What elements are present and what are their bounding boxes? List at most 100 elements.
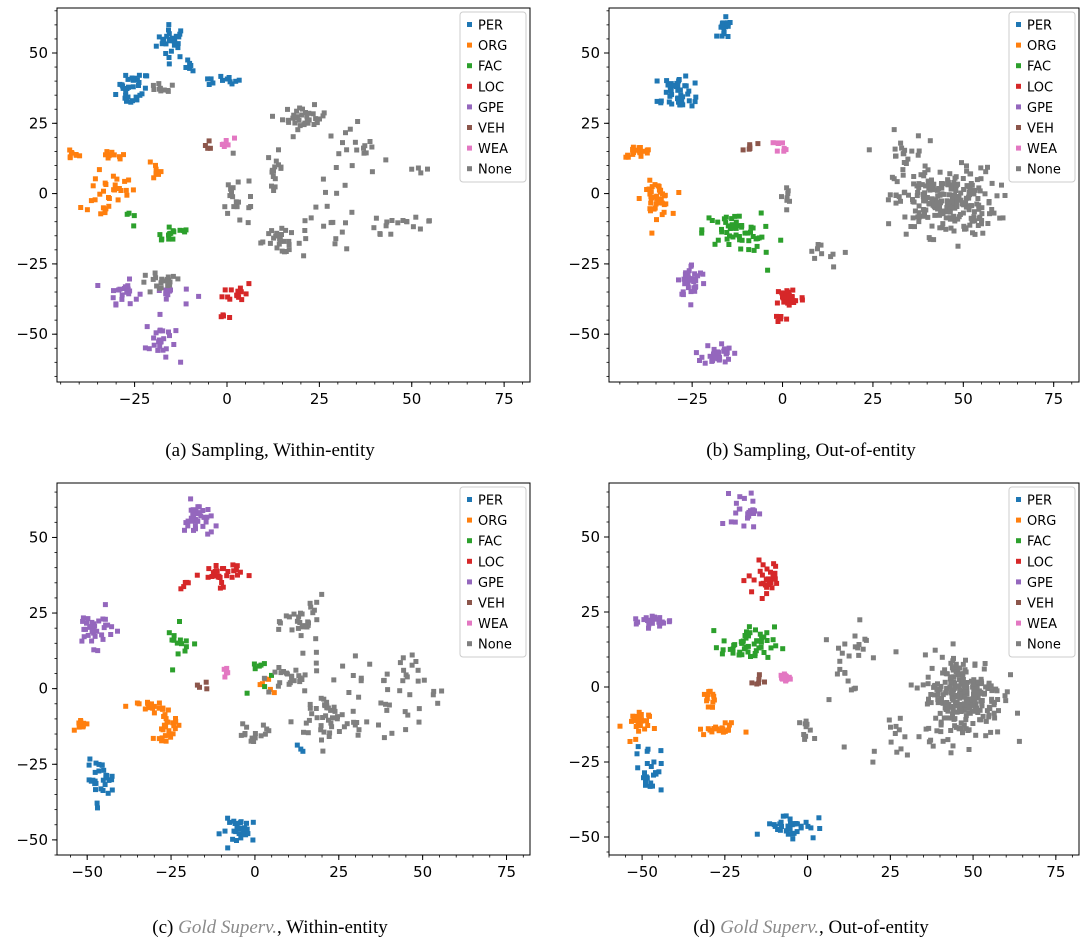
legend-marker-loc [467,83,472,89]
legend-marker-per [1016,22,1021,27]
point-none [272,176,278,182]
point-per [641,775,646,781]
point-org [156,705,162,711]
point-none [931,181,937,187]
point-fac [166,236,172,242]
point-none [934,686,940,692]
point-none [976,202,982,208]
point-org [266,676,272,682]
point-none [242,731,248,736]
point-org [648,200,654,206]
point-none [170,273,176,279]
legend-marker-veh [1016,125,1021,130]
point-gpe [81,634,87,640]
point-org [705,704,711,710]
point-per [245,831,251,837]
point-none [968,171,974,177]
point-org [149,703,155,709]
point-org [635,716,641,722]
point-gpe [737,494,743,500]
point-none [902,734,908,740]
point-per [790,836,796,842]
point-loc [767,576,773,582]
point-none [431,688,437,694]
point-gpe [200,508,206,513]
point-loc [785,296,791,302]
point-per [783,828,789,834]
point-per [187,65,193,71]
point-none [914,193,920,199]
point-org [104,149,110,155]
point-wea [783,147,789,153]
point-none [409,662,415,668]
point-org [701,691,707,697]
point-none [307,705,313,711]
point-per [725,23,731,29]
point-gpe [688,289,694,295]
point-none [238,732,244,738]
point-none [318,695,324,701]
point-gpe [707,353,713,359]
point-none [942,679,948,685]
point-org [78,719,84,725]
point-org [638,153,644,159]
point-fac [171,637,177,643]
legend-label-fac: FAC [478,535,502,550]
point-none [975,710,981,715]
point-loc [227,296,233,302]
point-none [946,192,952,198]
point-gpe [737,506,743,512]
point-none [931,237,937,243]
point-gpe [94,628,100,634]
point-gpe [194,510,199,516]
point-none [409,652,415,658]
point-gpe [723,351,729,357]
point-none [842,249,848,255]
point-none [397,660,403,666]
point-fac [709,218,715,223]
point-fac [753,648,759,654]
point-none [291,112,297,118]
point-none [225,182,231,188]
point-org [654,196,660,202]
point-none [274,230,280,236]
point-none [349,209,355,215]
point-none [407,692,413,698]
point-per [206,82,212,87]
point-none [991,210,997,216]
point-per [658,787,664,793]
point-veh [762,679,767,685]
point-none [300,650,306,656]
point-gpe [634,619,640,625]
point-none [898,140,904,146]
point-wea [221,666,227,672]
point-fac [768,645,774,651]
point-loc [790,287,796,293]
point-org [102,210,108,216]
point-org [101,188,106,194]
point-none [235,179,241,185]
point-per [183,65,189,70]
point-per [675,96,680,102]
point-none [946,701,952,707]
point-gpe [682,272,688,278]
point-none [892,146,898,152]
legend-label-org: ORG [478,514,507,529]
point-none [335,714,340,720]
point-none [352,653,358,659]
x-tick-label: 0 [778,390,788,408]
point-per [220,77,225,83]
point-loc [238,289,244,295]
point-fac [748,654,753,659]
point-org [645,723,651,728]
point-none [911,174,917,179]
point-none [966,194,972,200]
point-loc [751,577,757,583]
point-org [662,193,667,199]
point-none [961,704,967,710]
point-per [163,51,169,56]
point-none [939,198,944,204]
point-per [96,768,102,774]
point-org [171,723,177,729]
point-loc [230,562,236,568]
